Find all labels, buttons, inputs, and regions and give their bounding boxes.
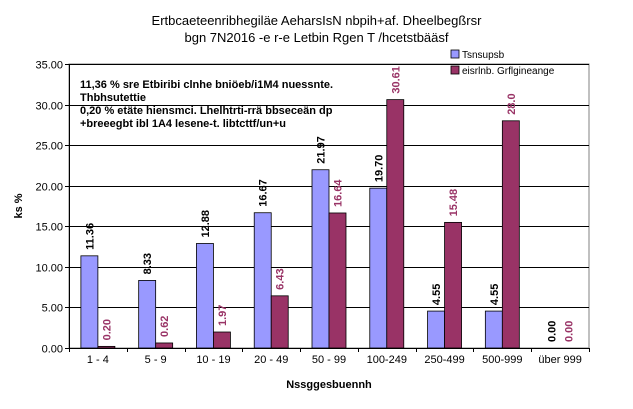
bar bbox=[196, 243, 214, 349]
bar bbox=[386, 99, 405, 349]
y-tick-label: 35.00 bbox=[35, 60, 63, 72]
y-tick-label: 25.00 bbox=[35, 141, 63, 153]
data-label: 1.97 bbox=[217, 305, 229, 326]
data-label: 6.43 bbox=[275, 268, 287, 289]
legend-label: eisrlnb. Grflgineange bbox=[462, 66, 555, 77]
bar bbox=[213, 331, 231, 349]
legend-label: Tsnsupsb bbox=[462, 50, 505, 61]
bar bbox=[253, 212, 272, 349]
y-tick-label: 5.00 bbox=[42, 303, 63, 315]
annotation-line-2: Thbhsutettie bbox=[80, 92, 146, 104]
data-label: 0.62 bbox=[159, 316, 171, 337]
x-tick-label: 1 - 4 bbox=[87, 354, 109, 366]
x-tick-label: 100-249 bbox=[367, 354, 407, 366]
bar bbox=[484, 310, 503, 349]
data-label: 0.00 bbox=[564, 321, 576, 342]
y-tick-label: 15.00 bbox=[35, 222, 63, 234]
x-tick-label: über 999 bbox=[538, 354, 581, 366]
data-label: 15.48 bbox=[448, 189, 460, 217]
data-label: 16.64 bbox=[333, 179, 345, 207]
bar bbox=[328, 212, 347, 349]
legend-swatch bbox=[450, 65, 460, 75]
y-axis-title: ks % bbox=[13, 193, 25, 218]
data-label: 11.36 bbox=[84, 223, 96, 250]
x-tick-label: 10 - 19 bbox=[196, 354, 230, 366]
annotation-line-4: +breeegbt ibl 1A4 lesene-t. libtcttf/un+… bbox=[80, 118, 286, 130]
data-label: 30.61 bbox=[390, 66, 402, 94]
data-label: 4.55 bbox=[489, 284, 501, 305]
bar bbox=[311, 169, 330, 349]
bar bbox=[444, 221, 462, 349]
data-label: 8.33 bbox=[142, 253, 154, 274]
data-label: 28.0 bbox=[506, 93, 518, 114]
chart-title-line-2: bgn 7N2016 -e r-e Letbin Rgen T /hcetstb… bbox=[184, 30, 449, 45]
x-tick-label: 50 - 99 bbox=[312, 354, 346, 366]
legend-swatch bbox=[450, 49, 460, 59]
y-tick-label: 0.00 bbox=[42, 344, 63, 356]
bar bbox=[80, 255, 99, 349]
data-label: 21.97 bbox=[316, 136, 328, 164]
x-tick-label: 20 - 49 bbox=[254, 354, 288, 366]
x-tick-label: 5 - 9 bbox=[145, 354, 167, 366]
data-label: 0.20 bbox=[101, 319, 113, 340]
x-axis-title: Nssggesbuennh bbox=[286, 379, 372, 391]
data-label: 12.88 bbox=[200, 210, 212, 238]
chart-title-line-1: Ertbcaeteenribhegiläe AeharsIsN nbpih+af… bbox=[151, 13, 482, 28]
bar bbox=[97, 345, 116, 349]
data-label: 4.55 bbox=[431, 284, 443, 305]
annotation-line-3: 0,20 % etäte hiensmci. Lhelhtrti-rrä bbs… bbox=[80, 105, 333, 117]
x-tick-label: 500-999 bbox=[482, 354, 522, 366]
y-tick-label: 30.00 bbox=[35, 101, 63, 113]
bar bbox=[270, 295, 289, 349]
bar bbox=[369, 187, 388, 349]
annotation-line-1: 11,36 % sre Etbiribi clnhe bniöeb/i1M4 n… bbox=[80, 79, 334, 91]
bar bbox=[501, 120, 520, 349]
y-tick-label: 20.00 bbox=[35, 182, 63, 194]
bar bbox=[155, 342, 174, 349]
data-label: 16.67 bbox=[258, 179, 270, 207]
y-tick-label: 10.00 bbox=[35, 263, 63, 275]
data-label: 19.70 bbox=[373, 155, 385, 183]
chart-annotation: 11,36 % sre Etbiribi clnhe bniöeb/i1M4 n… bbox=[80, 79, 410, 131]
bar bbox=[138, 280, 157, 349]
x-tick-label: 250-499 bbox=[424, 354, 464, 366]
data-label: 0.00 bbox=[547, 321, 559, 342]
bar bbox=[427, 310, 445, 349]
